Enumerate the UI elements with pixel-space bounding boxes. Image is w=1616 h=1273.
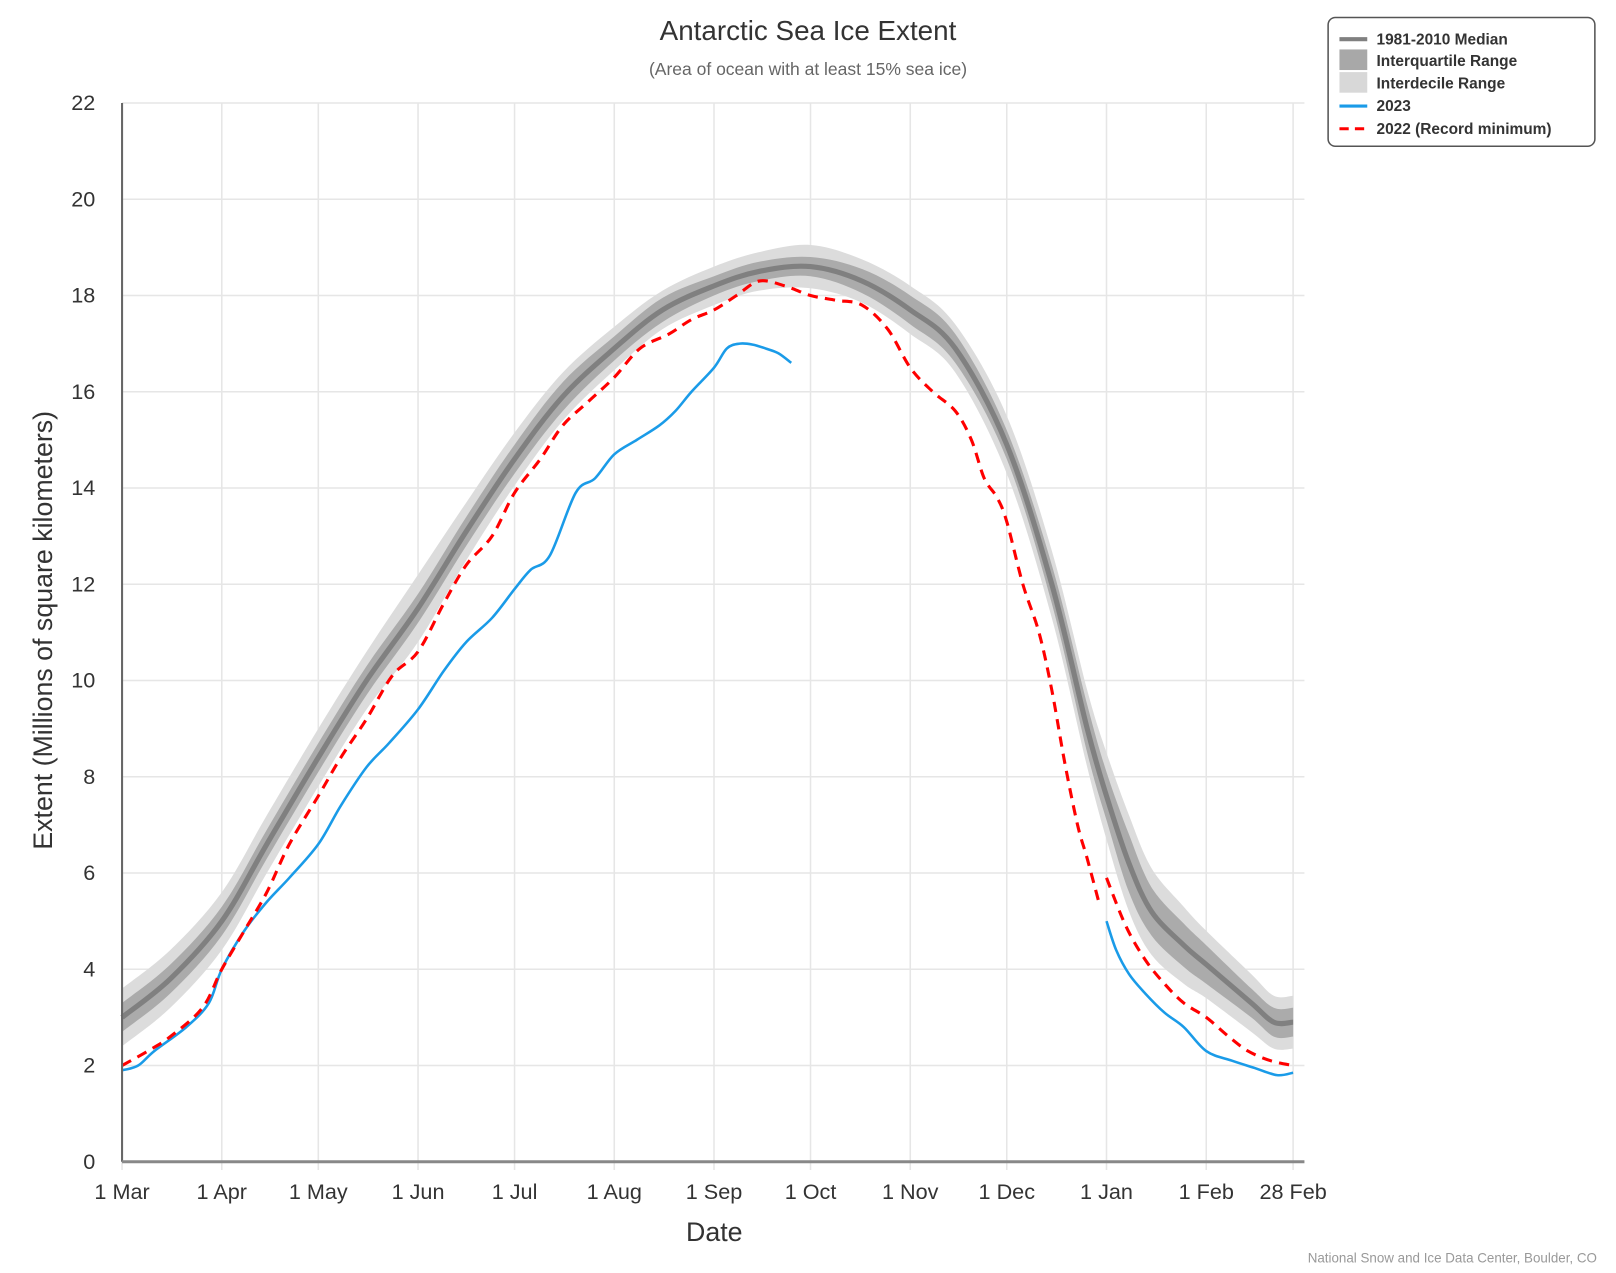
chart-title: Antarctic Sea Ice Extent bbox=[660, 15, 957, 46]
series-2022-line bbox=[121, 279, 1102, 1067]
legend-idr: Interdecile Range bbox=[1377, 76, 1506, 93]
legend-iqr-swatch bbox=[1339, 49, 1368, 71]
median-line bbox=[120, 263, 1294, 1027]
y-tick-label: 0 bbox=[83, 1149, 95, 1174]
x-tick-label: 1 Jun bbox=[392, 1179, 445, 1204]
y-tick-label: 8 bbox=[83, 764, 95, 789]
x-tick-label: 1 Jul bbox=[492, 1179, 538, 1204]
legend-idr-swatch bbox=[1339, 72, 1368, 93]
legend-box bbox=[1327, 16, 1596, 148]
x-tick-label: 1 Oct bbox=[785, 1179, 837, 1204]
x-tick-label: 1 Aug bbox=[587, 1179, 642, 1204]
legend-2023: 2023 bbox=[1377, 98, 1412, 115]
interquartile-range-band bbox=[122, 256, 1294, 1039]
y-tick-label: 2 bbox=[83, 1053, 95, 1078]
axes: 0 2 4 6 8 10 12 14 16 18 20 22 1 Mar 1 Apr 1 May 1 Jun 1… bbox=[71, 90, 1327, 1204]
credit: National Snow and Ice Data Center, Bould… bbox=[1308, 1251, 1597, 1266]
y-tick-label: 12 bbox=[71, 571, 95, 596]
legend-median: 1981-2010 Median bbox=[1377, 31, 1508, 48]
chart-subtitle: (Area of ocean with at least 15% sea ice… bbox=[649, 59, 967, 79]
x-tick-label: 1 Feb bbox=[1179, 1179, 1234, 1204]
legend: 1981-2010 Median Interquartile Range Int… bbox=[1327, 16, 1596, 148]
x-tick-label: 1 Dec bbox=[979, 1179, 1036, 1204]
y-axis-label: Extent (Millions of square kilometers) bbox=[28, 411, 58, 850]
x-tick-label: 1 Apr bbox=[197, 1179, 247, 1204]
interdecile-range-band bbox=[122, 244, 1294, 1050]
x-tick-label: 1 May bbox=[289, 1179, 348, 1204]
y-tick-label: 18 bbox=[71, 283, 95, 308]
grid bbox=[121, 102, 1305, 1171]
series-lines bbox=[120, 263, 1294, 1077]
y-tick-label: 22 bbox=[71, 90, 95, 115]
x-tick-label: 28 Feb bbox=[1259, 1179, 1326, 1204]
range-bands bbox=[122, 244, 1294, 1050]
x-tick-label: 1 Mar bbox=[94, 1179, 149, 1204]
y-tick-label: 10 bbox=[71, 668, 95, 693]
x-tick-label: 1 Nov bbox=[882, 1179, 939, 1204]
series-2022-line bbox=[1105, 877, 1294, 1068]
y-tick-label: 16 bbox=[71, 379, 95, 404]
legend-2022: 2022 (Record minimum) bbox=[1377, 121, 1552, 138]
x-axis-label: Date bbox=[686, 1217, 743, 1247]
series-2023-line bbox=[1105, 920, 1294, 1077]
y-tick-label: 4 bbox=[83, 956, 95, 981]
x-tick-label: 1 Jan bbox=[1080, 1179, 1133, 1204]
legend-iqr: Interquartile Range bbox=[1377, 53, 1518, 70]
y-tick-label: 6 bbox=[83, 860, 95, 885]
y-tick-label: 14 bbox=[71, 475, 95, 500]
x-tick-label: 1 Sep bbox=[686, 1179, 742, 1204]
y-tick-label: 20 bbox=[71, 186, 95, 211]
